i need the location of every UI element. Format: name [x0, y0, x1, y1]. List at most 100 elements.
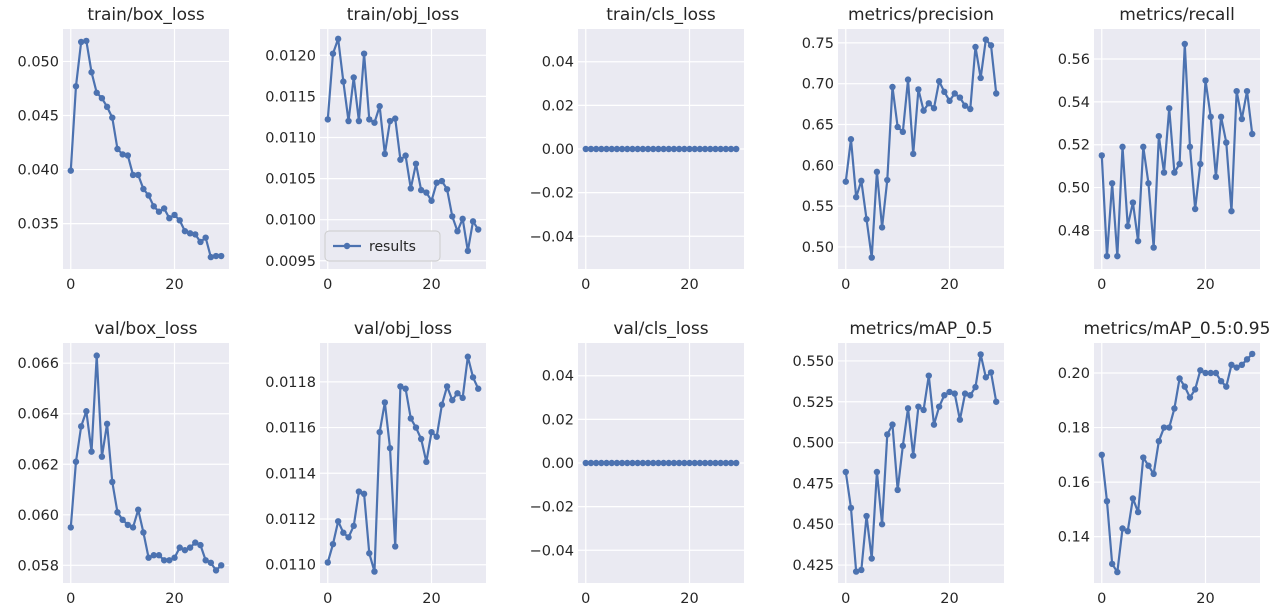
data-point	[670, 145, 678, 153]
chart-title: metrics/precision	[848, 5, 994, 25]
data-point	[392, 115, 399, 122]
data-point	[629, 145, 636, 153]
x-tick-label: 20	[1196, 591, 1214, 607]
data-point	[155, 208, 163, 215]
chart-title: metrics/mAP_0.5	[849, 319, 992, 339]
chart-panel: 0 20 0.0095 0.0100 0.0105 0.0110 0.0115 0.0120 t…	[265, 5, 486, 293]
data-point	[145, 192, 152, 199]
data-point	[1223, 139, 1230, 146]
data-point	[464, 353, 472, 360]
plot-area	[63, 29, 229, 269]
data-point	[644, 459, 652, 467]
data-point	[1166, 424, 1173, 431]
data-point	[1155, 437, 1163, 445]
data-point	[701, 145, 709, 153]
data-point	[1238, 115, 1246, 123]
data-point	[608, 459, 615, 467]
data-point	[629, 459, 636, 467]
data-point	[852, 568, 860, 575]
data-point	[722, 145, 730, 153]
data-point	[920, 406, 927, 414]
data-point	[360, 490, 368, 498]
data-point	[899, 442, 907, 450]
legend: results	[324, 230, 441, 262]
data-point	[717, 145, 724, 153]
data-point	[145, 554, 152, 561]
data-point	[904, 76, 912, 83]
y-tick-label: 0.500	[792, 436, 834, 452]
data-point	[1176, 160, 1183, 168]
data-point	[878, 521, 886, 528]
data-point	[691, 459, 698, 467]
data-point	[192, 539, 199, 546]
data-point	[717, 459, 724, 467]
data-point	[340, 78, 347, 85]
data-point	[987, 42, 995, 49]
y-tick-label: 0.0114	[265, 466, 316, 482]
data-point	[1186, 394, 1194, 401]
data-point	[894, 123, 901, 131]
x-tick-label: 20	[422, 277, 440, 293]
data-point	[935, 78, 943, 85]
x-tick-label: 20	[940, 591, 958, 607]
data-point	[428, 428, 435, 436]
y-tick-label: 0.48	[1058, 223, 1090, 239]
y-tick-label: 0.54	[1058, 95, 1090, 111]
data-point	[119, 151, 126, 158]
data-point	[613, 145, 621, 153]
data-point	[345, 534, 352, 541]
data-point	[212, 567, 220, 574]
x-tick-label: 0	[581, 277, 590, 293]
data-point	[707, 459, 714, 467]
data-point	[150, 552, 157, 559]
data-point	[186, 544, 194, 551]
y-tick-label: 0.50	[1058, 181, 1090, 197]
data-point	[176, 217, 183, 224]
y-tick-label: 0.050	[17, 54, 59, 70]
data-point	[1202, 77, 1209, 84]
data-point	[212, 252, 220, 260]
data-point	[166, 557, 173, 564]
plot-area	[320, 343, 486, 583]
data-point	[722, 459, 730, 467]
data-point	[1249, 350, 1256, 358]
data-point	[1129, 495, 1137, 502]
data-point	[202, 557, 209, 564]
y-tick-label: 0.060	[17, 508, 59, 524]
data-point	[402, 385, 409, 392]
data-point	[910, 452, 917, 459]
data-point	[1243, 87, 1251, 95]
data-point	[618, 459, 626, 467]
data-point	[686, 459, 693, 467]
chart-panel: 0 20 −0.04 −0.02 0.00 0.02 0.04 train/cls_loss	[530, 5, 744, 293]
data-point	[454, 390, 461, 397]
data-point	[681, 145, 688, 153]
plot-area	[838, 29, 1004, 269]
data-point	[961, 102, 969, 109]
data-point	[1249, 130, 1256, 138]
y-tick-label: 0.56	[1058, 52, 1090, 68]
data-point	[946, 388, 953, 396]
data-point	[98, 453, 106, 460]
data-point	[977, 351, 984, 358]
data-point	[712, 459, 719, 467]
data-point	[1145, 180, 1152, 187]
data-point	[433, 179, 440, 186]
data-point	[655, 459, 662, 467]
data-point	[1197, 160, 1204, 168]
y-tick-label: 0.60	[802, 158, 834, 174]
data-point	[350, 522, 357, 530]
data-point	[1124, 527, 1131, 535]
data-point	[103, 103, 111, 111]
data-point	[1119, 143, 1126, 151]
data-point	[160, 205, 168, 212]
data-point	[449, 213, 456, 220]
data-point	[660, 145, 667, 153]
data-point	[727, 145, 735, 153]
y-tick-label: 0.52	[1058, 138, 1090, 154]
data-point	[181, 227, 189, 235]
data-point	[397, 383, 404, 390]
data-point	[884, 176, 891, 184]
data-point	[1186, 143, 1194, 151]
data-point	[842, 178, 849, 185]
